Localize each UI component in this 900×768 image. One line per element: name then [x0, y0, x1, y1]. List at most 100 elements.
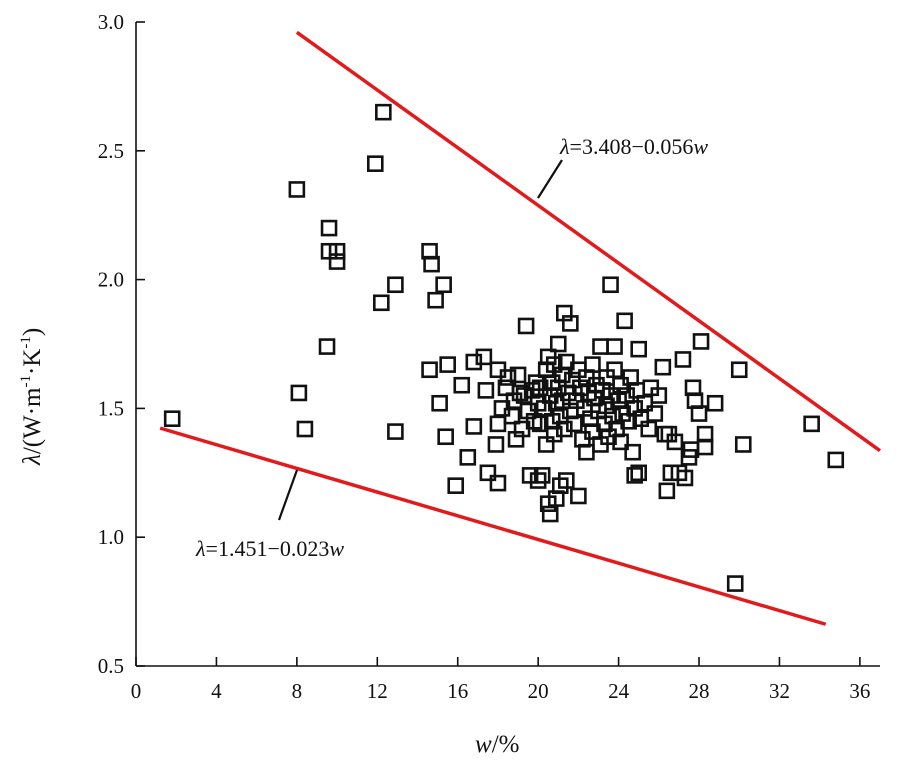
data-point-marker — [328, 242, 346, 260]
lower-bound-line — [159, 426, 827, 626]
data-point-marker — [606, 338, 623, 355]
data-point-marker — [706, 394, 724, 412]
data-point-marker — [730, 361, 748, 379]
data-point-marker — [163, 410, 181, 428]
x-tick-label: 24 — [608, 679, 630, 703]
data-point-marker — [570, 487, 587, 505]
data-point-marker — [602, 276, 619, 294]
data-point-marker — [696, 438, 714, 456]
data-point-marker — [690, 405, 708, 422]
data-point-marker — [726, 575, 744, 592]
data-point-marker — [288, 181, 306, 198]
data-point-marker — [437, 428, 454, 446]
data-point-marker — [630, 464, 648, 482]
y-tick-label: 1.0 — [98, 525, 124, 549]
data-point-marker — [674, 351, 692, 368]
y-axis-title-lambda: λ — [19, 454, 46, 466]
data-point-marker — [640, 420, 658, 438]
y-axis-title-sup-2: -1 — [18, 336, 34, 349]
data-point-marker — [734, 436, 752, 453]
x-tick-label: 20 — [528, 679, 549, 703]
bound-lines — [159, 30, 882, 626]
data-point-marker — [373, 294, 390, 312]
data-point-marker — [692, 333, 710, 350]
data-point-marker — [318, 338, 336, 355]
data-point-marker — [803, 415, 820, 433]
data-point-marker — [447, 477, 465, 494]
data-point-marker — [509, 366, 527, 384]
data-point-marker — [527, 374, 545, 391]
data-point-marker — [421, 361, 438, 379]
data-point-marker — [459, 449, 477, 466]
data-point-marker — [592, 338, 609, 355]
data-point-marker — [666, 433, 684, 451]
data-point-marker — [676, 469, 694, 487]
data-point-marker — [511, 384, 529, 402]
upper-equation-label: λ=3.408−0.056w — [559, 134, 708, 159]
data-point-marker — [566, 415, 583, 433]
lower-equation-var: w — [329, 536, 344, 561]
data-point-marker — [556, 420, 573, 438]
axes — [135, 22, 880, 667]
data-point-marker — [517, 317, 535, 335]
upper-equation-var: w — [693, 134, 708, 159]
y-axis-title-unit-a: /(W·m — [19, 387, 46, 454]
x-axis-title: w/% — [475, 731, 519, 758]
data-point-marker — [475, 348, 493, 366]
data-point-marker — [465, 353, 483, 371]
x-tick-label: 8 — [292, 679, 303, 703]
data-point-marker — [431, 394, 448, 412]
y-tick-label: 3.0 — [98, 10, 124, 34]
x-tick-label: 4 — [211, 679, 222, 703]
y-tick-label: 2.0 — [98, 268, 124, 292]
data-point-marker — [584, 356, 601, 373]
data-point-marker — [654, 358, 672, 376]
data-point-marker — [487, 436, 505, 453]
y-axis-title-unit-c: ) — [19, 328, 46, 336]
data-point-marker — [387, 423, 404, 440]
data-point-marker — [624, 443, 641, 461]
data-point-marker — [499, 369, 517, 386]
data-points — [163, 103, 845, 592]
data-point-marker — [328, 253, 346, 270]
y-axis-title-sup-1: -1 — [18, 375, 34, 388]
x-axis-title-unit: /% — [492, 731, 520, 758]
data-point-marker — [626, 467, 643, 484]
ticks: 0 4 8 12 16 20 24 28 32 36 0.5 1.0 1.5 2.0 2.5 3.0 — [98, 10, 871, 703]
y-axis-title: λ/(W·m-1·K-1) — [18, 328, 46, 466]
data-point-marker — [562, 315, 579, 332]
upper-bound-line — [295, 30, 882, 453]
data-point-marker — [489, 474, 507, 492]
data-point-marker — [427, 291, 444, 309]
data-point-marker — [375, 103, 392, 121]
data-point-marker — [479, 464, 497, 482]
data-point-marker — [465, 418, 483, 435]
data-point-marker — [453, 376, 471, 394]
data-point-marker — [558, 472, 575, 489]
x-tick-label: 28 — [689, 679, 710, 703]
x-tick-label: 36 — [849, 679, 870, 703]
x-tick-label: 16 — [447, 679, 468, 703]
data-point-marker — [630, 340, 648, 358]
data-point-marker — [616, 312, 633, 330]
data-point-marker — [529, 472, 547, 489]
data-point-marker — [545, 425, 563, 443]
upper-equation-leader — [537, 159, 563, 199]
lower-equation-label: λ=1.451−0.023w — [195, 536, 344, 561]
data-point-marker — [439, 356, 456, 373]
data-point-marker — [423, 255, 440, 273]
x-tick-label: 12 — [367, 679, 388, 703]
data-point-marker — [290, 384, 308, 402]
y-tick-label: 2.5 — [98, 139, 124, 163]
y-tick-label: 0.5 — [98, 654, 124, 678]
x-tick-label: 32 — [769, 679, 790, 703]
data-point-marker — [612, 433, 629, 451]
lower-equation-lambda: λ — [195, 536, 206, 561]
data-point-marker — [489, 415, 507, 433]
data-point-marker — [320, 219, 338, 237]
data-point-marker — [477, 382, 495, 399]
data-point-marker — [606, 361, 623, 379]
data-point-marker — [658, 482, 676, 500]
upper-equation-lambda: λ — [559, 134, 570, 159]
